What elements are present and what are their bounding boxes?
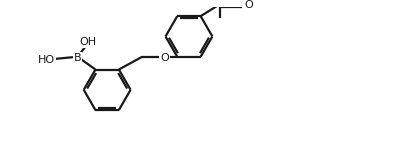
Text: OH: OH	[79, 37, 96, 47]
Text: HO: HO	[38, 55, 55, 65]
Text: O: O	[243, 0, 252, 10]
Text: B: B	[74, 53, 81, 63]
Text: O: O	[160, 53, 168, 63]
